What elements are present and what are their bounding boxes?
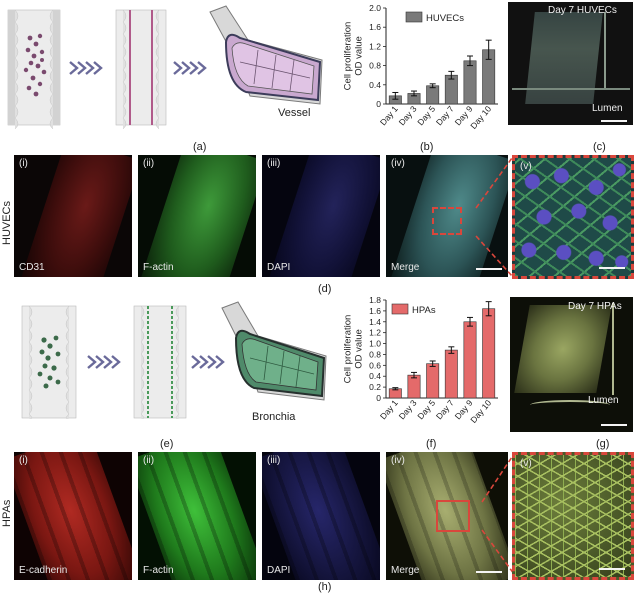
- y-tick-label: 0.8: [369, 61, 381, 71]
- image-c-sub: Lumen: [592, 103, 623, 114]
- y-tick-label: 1.0: [369, 339, 381, 349]
- scale-bar: [476, 571, 502, 573]
- y-tick-label: 0: [376, 99, 381, 109]
- x-tick-label: Day 7: [434, 398, 456, 422]
- row-label-huvecs: HUVECs: [1, 200, 13, 245]
- tube-lined: [115, 9, 167, 130]
- y-axis-label: Cell proliferationOD value: [343, 315, 365, 384]
- bar: [463, 321, 477, 399]
- x-tick-label: Day 1: [378, 398, 400, 422]
- bar: [463, 60, 477, 105]
- y-tick-label: 0.4: [369, 371, 381, 381]
- scale-bar: [601, 424, 627, 426]
- bar: [426, 85, 440, 105]
- lumen-floor-line: [512, 88, 630, 90]
- y-tick-label: 1.2: [369, 41, 381, 51]
- y-tick-label: 1.4: [369, 317, 381, 327]
- y-tick-label: 1.2: [369, 328, 381, 338]
- panel-label-g: (g): [596, 438, 610, 450]
- x-tick-label: Day 10: [468, 104, 493, 131]
- lumen-wall-line: [612, 303, 614, 395]
- panel-label-b: (b): [420, 141, 434, 153]
- x-tick-label: Day 10: [468, 398, 493, 425]
- double-chevron-arrow-icon: [173, 61, 207, 75]
- y-tick-label: 1.6: [369, 306, 381, 316]
- vessel-label: Vessel: [278, 107, 310, 119]
- image-cd31: (i) CD31: [14, 155, 132, 277]
- y-tick-label: 2.0: [369, 3, 381, 13]
- image-dapi-hpa: (iii) DAPI: [262, 452, 380, 580]
- x-tick-label: Day 3: [397, 104, 419, 128]
- legend-label: HPAs: [412, 305, 436, 316]
- panel-label-a: (a): [193, 141, 207, 153]
- panel-label-e: (e): [160, 438, 174, 450]
- y-axis-label: Cell proliferationOD value: [343, 22, 365, 91]
- scale-bar: [601, 120, 627, 122]
- y-tick-label: 1.6: [369, 22, 381, 32]
- image-g-title: Day 7 HPAs: [568, 301, 622, 312]
- legend-label: HUVECs: [426, 13, 464, 24]
- zoom-connector: [481, 453, 515, 575]
- double-chevron-arrow-icon: [191, 355, 225, 369]
- y-tick-label: 0.4: [369, 80, 381, 90]
- bar: [407, 374, 421, 399]
- bronchia-illustration: [221, 301, 327, 401]
- panel-label-f: (f): [426, 438, 437, 450]
- x-tick-label: Day 3: [397, 398, 419, 422]
- y-tick-label: 1.8: [369, 295, 381, 305]
- y-tick-label: 0.6: [369, 360, 381, 370]
- image-dapi: (iii) DAPI: [262, 155, 380, 277]
- tube-seeding-hpa: [21, 305, 77, 419]
- lumen-wall-line: [604, 12, 606, 90]
- image-zoom-huvec: (v): [512, 155, 634, 279]
- y-tick-label: 0.2: [369, 382, 381, 392]
- zoom-box: [436, 500, 470, 532]
- scale-bar: [599, 267, 625, 269]
- tube-seeding: [7, 9, 61, 130]
- double-chevron-arrow-icon: [87, 355, 121, 369]
- image-day7-huvecs: Day 7 HUVECs Lumen: [508, 2, 633, 125]
- image-factin: (ii) F-actin: [138, 155, 256, 277]
- schematic-vessel: Vessel: [7, 5, 323, 130]
- zoom-box: [432, 207, 462, 235]
- vessel-illustration: [209, 5, 323, 105]
- scale-bar: [476, 268, 502, 270]
- image-c-title: Day 7 HUVECs: [548, 5, 617, 16]
- image-factin-hpa: (ii) F-actin: [138, 452, 256, 580]
- x-tick-label: Day 7: [434, 104, 456, 128]
- bar: [444, 349, 458, 399]
- hpa-tube-region: [514, 305, 612, 393]
- panel-label-d: (d): [318, 283, 332, 295]
- bar: [482, 308, 496, 399]
- chart-huvec-proliferation: 0 0.4 0.8 1.2 1.6 2.0 Cell proliferationOD val…: [343, 3, 498, 131]
- huvec-tube-region: [525, 12, 603, 104]
- legend-swatch: [405, 11, 423, 23]
- image-merge: (iv) Merge: [386, 155, 508, 277]
- double-chevron-arrow-icon: [69, 61, 103, 75]
- x-tick-label: Day 5: [415, 104, 437, 128]
- panel-label-c: (c): [593, 141, 606, 153]
- bar: [426, 363, 440, 399]
- y-tick-label: 0: [376, 393, 381, 403]
- schematic-bronchia: Bronchia: [21, 301, 327, 423]
- row-label-hpas: HPAs: [1, 499, 13, 527]
- image-day7-hpas: Day 7 HPAs Lumen: [510, 297, 633, 432]
- legend-swatch: [391, 303, 409, 315]
- x-tick-label: Day 5: [415, 398, 437, 422]
- zoom-connector: [475, 157, 513, 277]
- image-merge-hpa: (iv) Merge: [386, 452, 508, 580]
- y-tick-label: 0.8: [369, 349, 381, 359]
- panel-label-h: (h): [318, 581, 332, 593]
- image-zoom-hpa: (v): [512, 452, 634, 580]
- lumen-arc: [530, 400, 610, 410]
- image-g-sub: Lumen: [588, 395, 619, 406]
- scale-bar: [599, 568, 625, 570]
- tube-lined-hpa: [133, 305, 187, 419]
- x-tick-label: Day 1: [378, 104, 400, 128]
- chart-hpa-proliferation: 00.20.40.60.81.01.21.41.61.8 Cell prolife…: [343, 295, 498, 425]
- image-ecadherin: (i) E-cadherin: [14, 452, 132, 580]
- bronchia-label: Bronchia: [252, 411, 296, 423]
